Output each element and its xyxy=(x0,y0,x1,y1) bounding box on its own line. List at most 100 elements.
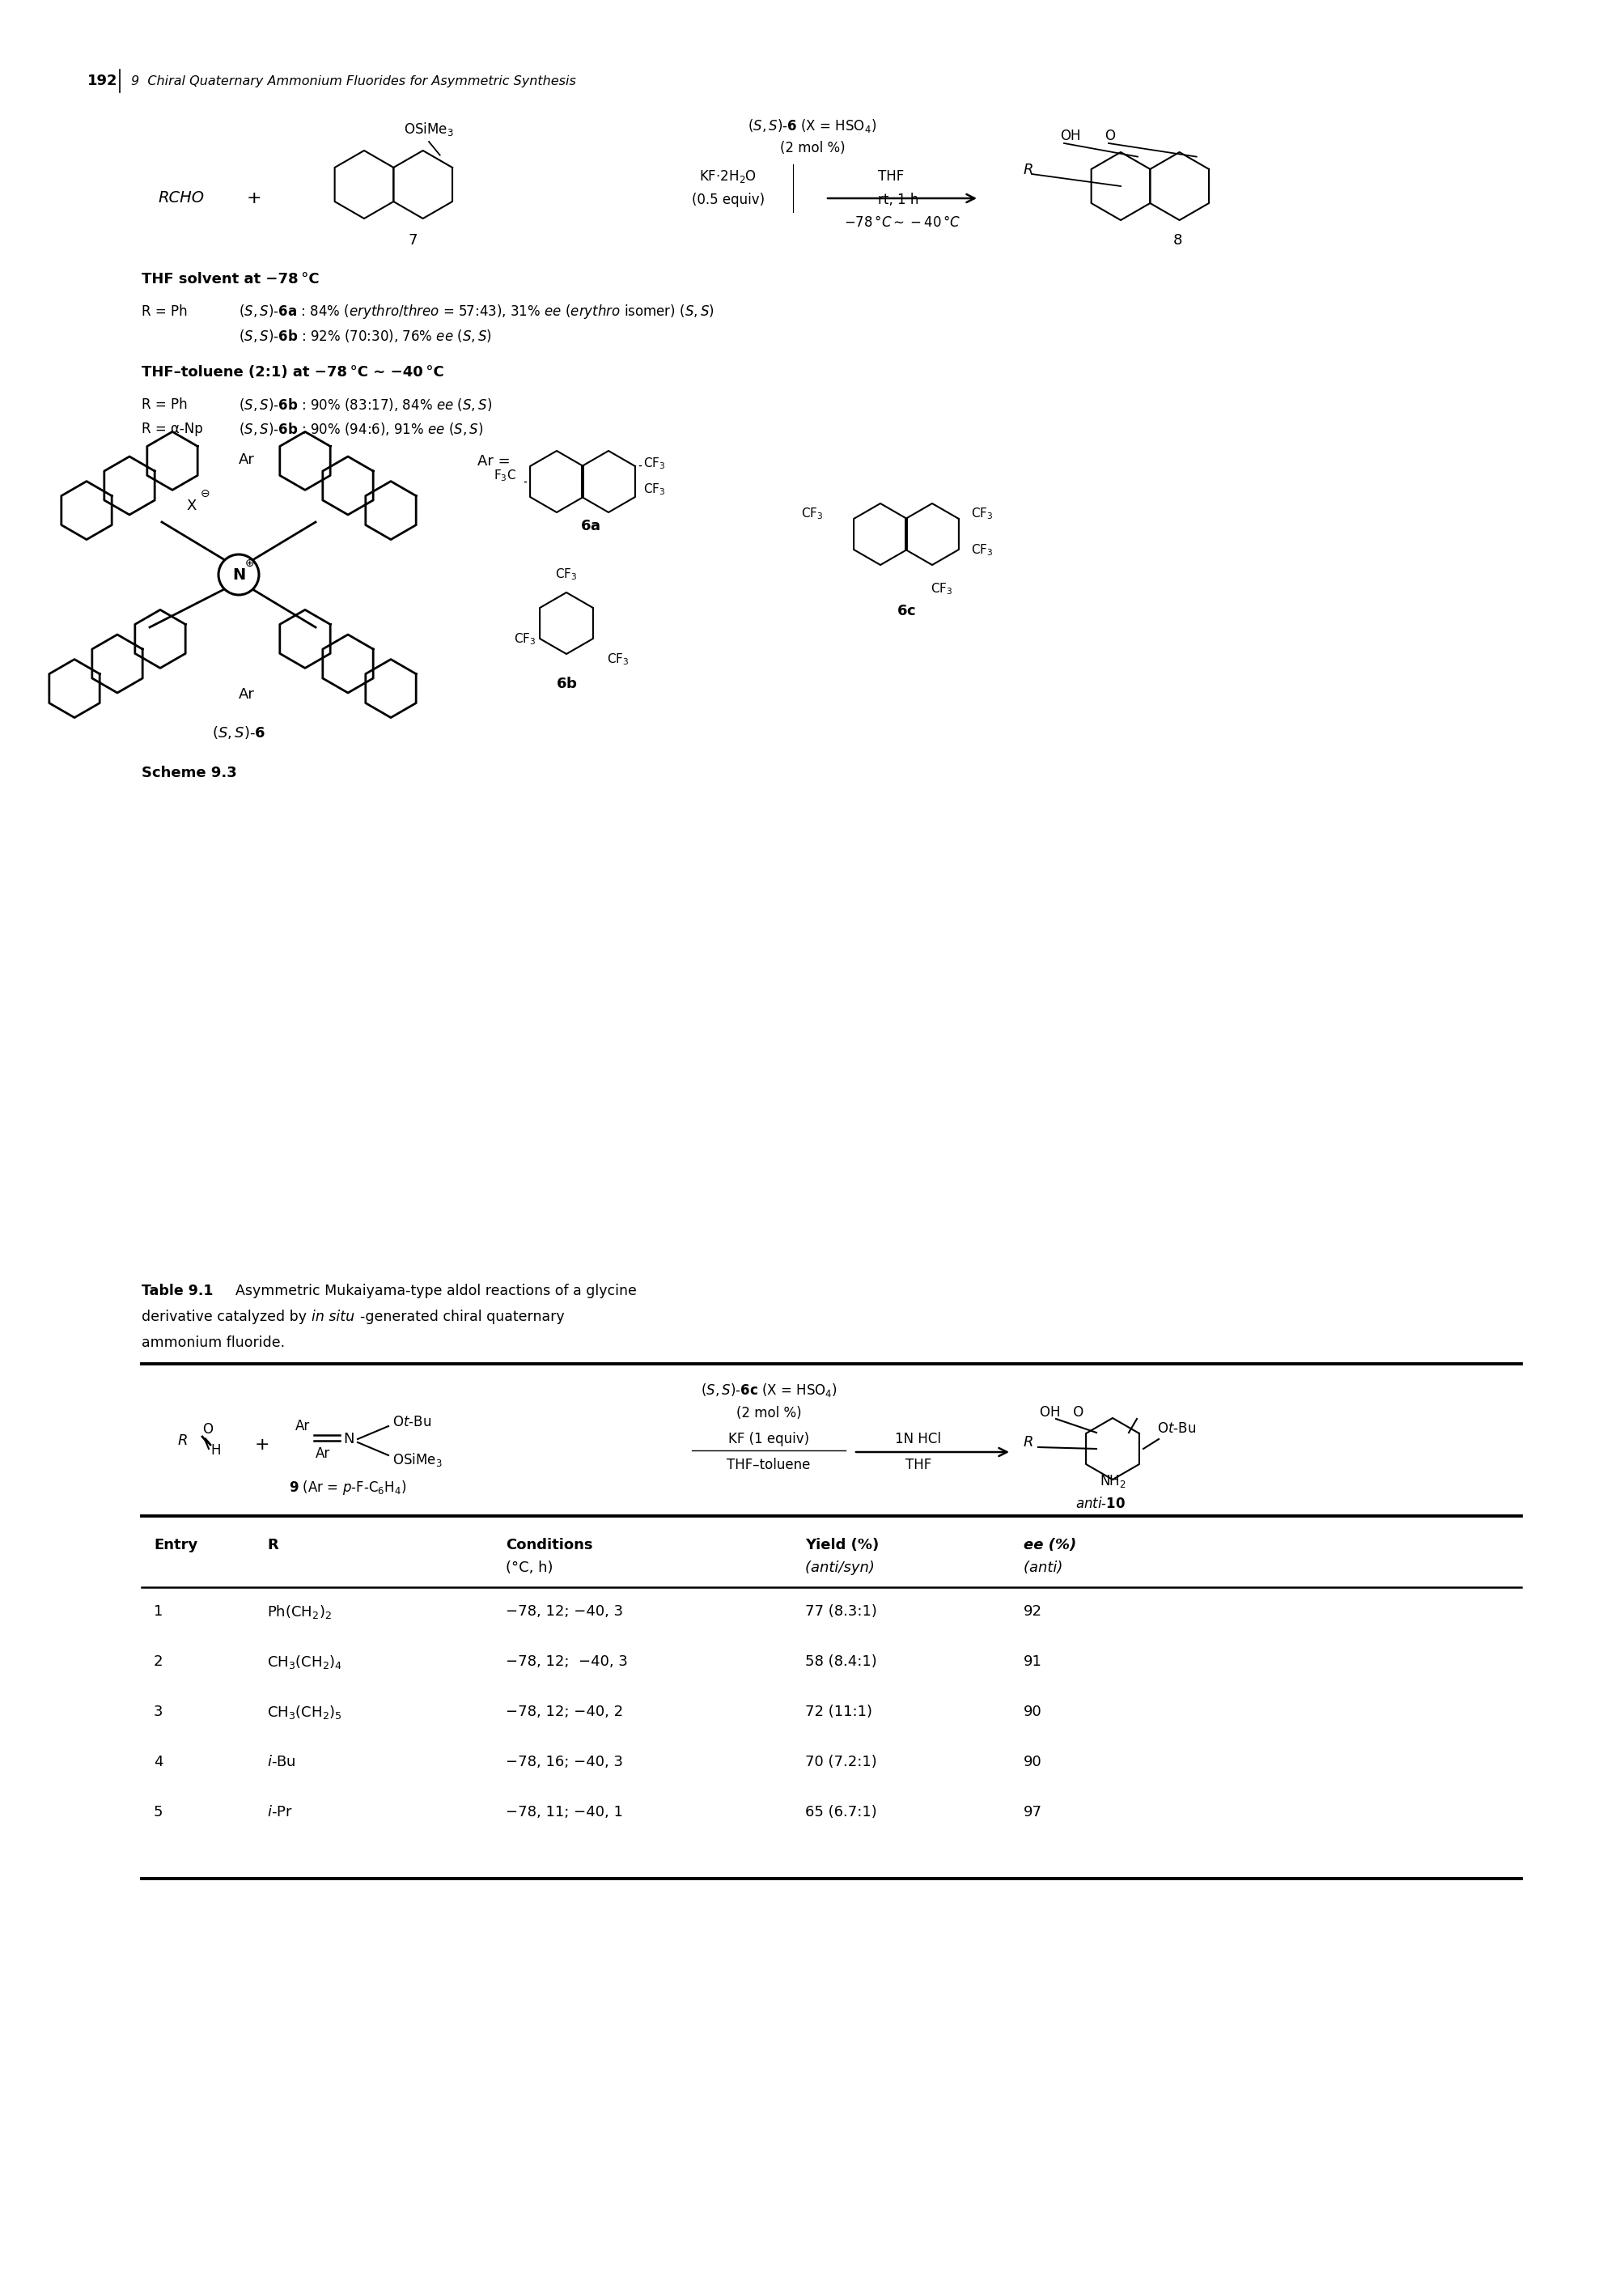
Text: N: N xyxy=(232,566,245,582)
Text: ammonium fluoride.: ammonium fluoride. xyxy=(141,1335,284,1351)
Text: $(S,S)$-$\mathbf{6b}$ : 90% (94:6), 91% $ee$ ($S,S$): $(S,S)$-$\mathbf{6b}$ : 90% (94:6), 91% … xyxy=(239,422,484,438)
Text: R: R xyxy=(266,1539,278,1552)
Text: 192: 192 xyxy=(88,73,117,87)
Text: 77 (8.3:1): 77 (8.3:1) xyxy=(806,1605,877,1619)
Text: NH$_2$: NH$_2$ xyxy=(1099,1472,1125,1488)
Text: 4: 4 xyxy=(154,1754,162,1770)
Text: R = Ph: R = Ph xyxy=(141,397,187,413)
Text: O$t$-Bu: O$t$-Bu xyxy=(1156,1422,1195,1435)
Text: Ph(CH$_2$)$_2$: Ph(CH$_2$)$_2$ xyxy=(266,1603,331,1619)
Text: +: + xyxy=(247,190,261,206)
Text: (0.5 equiv): (0.5 equiv) xyxy=(692,193,765,206)
Text: $\mathit{anti}$-$\mathbf{10}$: $\mathit{anti}$-$\mathbf{10}$ xyxy=(1075,1497,1125,1511)
Text: 8: 8 xyxy=(1173,234,1181,248)
Text: (​anti​): (​anti​) xyxy=(1023,1562,1062,1575)
Text: $(S,S)$-$\mathbf{6}$: $(S,S)$-$\mathbf{6}$ xyxy=(211,725,265,741)
Text: 58 (8.4:1): 58 (8.4:1) xyxy=(806,1653,877,1669)
Text: R = α-Np: R = α-Np xyxy=(141,422,203,436)
Text: ee (%): ee (%) xyxy=(1023,1539,1075,1552)
Circle shape xyxy=(218,555,258,594)
Text: THF: THF xyxy=(905,1458,931,1472)
Text: 9  Chiral Quaternary Ammonium Fluorides for Asymmetric Synthesis: 9 Chiral Quaternary Ammonium Fluorides f… xyxy=(132,76,577,87)
Text: −78, 11; −40, 1: −78, 11; −40, 1 xyxy=(505,1805,622,1821)
Text: Asymmetric Mukaiyama-type aldol reactions of a glycine: Asymmetric Mukaiyama-type aldol reaction… xyxy=(226,1284,637,1298)
Text: CF$_3$: CF$_3$ xyxy=(513,633,536,647)
Text: N: N xyxy=(343,1431,354,1447)
Text: R: R xyxy=(1023,1435,1033,1449)
Text: CH$_3$(CH$_2$)$_5$: CH$_3$(CH$_2$)$_5$ xyxy=(266,1704,343,1720)
Text: CF$_3$: CF$_3$ xyxy=(801,507,823,521)
Text: (°C, h): (°C, h) xyxy=(505,1562,552,1575)
Text: Ar =: Ar = xyxy=(477,454,510,468)
Text: Ar: Ar xyxy=(315,1447,330,1461)
Text: 5: 5 xyxy=(154,1805,162,1821)
Text: 91: 91 xyxy=(1023,1653,1041,1669)
Text: 92: 92 xyxy=(1023,1605,1041,1619)
Text: R = Ph: R = Ph xyxy=(141,305,187,319)
Text: 72 (11:1): 72 (11:1) xyxy=(806,1704,872,1720)
Text: KF (1 equiv): KF (1 equiv) xyxy=(728,1431,809,1447)
Text: 90: 90 xyxy=(1023,1754,1041,1770)
Text: −78, 12; −40, 3: −78, 12; −40, 3 xyxy=(505,1605,624,1619)
Text: Conditions: Conditions xyxy=(505,1539,593,1552)
Text: OH   O: OH O xyxy=(1039,1406,1083,1419)
Text: 1: 1 xyxy=(154,1605,162,1619)
Text: (2 mol %): (2 mol %) xyxy=(780,140,844,156)
Text: $\mathbf{9}$ (Ar = $p$-F-C$_6$H$_4$): $\mathbf{9}$ (Ar = $p$-F-C$_6$H$_4$) xyxy=(289,1479,406,1497)
Text: -generated chiral quaternary: -generated chiral quaternary xyxy=(361,1309,564,1323)
Text: in situ: in situ xyxy=(312,1309,354,1323)
Text: CF$_3$: CF$_3$ xyxy=(931,582,952,596)
Text: 1N HCl: 1N HCl xyxy=(895,1431,940,1447)
Text: KF$\cdot$2H$_2$O: KF$\cdot$2H$_2$O xyxy=(700,167,757,183)
Text: $i$-Pr: $i$-Pr xyxy=(266,1805,292,1821)
Text: CF$_3$: CF$_3$ xyxy=(643,482,666,498)
Text: 7: 7 xyxy=(408,234,417,248)
Text: ⊖: ⊖ xyxy=(201,488,209,500)
Text: CF$_3$: CF$_3$ xyxy=(607,651,628,667)
Text: $\mathbf{6b}$: $\mathbf{6b}$ xyxy=(555,676,577,690)
Text: 70 (7.2:1): 70 (7.2:1) xyxy=(806,1754,877,1770)
Text: 65 (6.7:1): 65 (6.7:1) xyxy=(806,1805,877,1821)
Text: RCHO: RCHO xyxy=(158,190,205,206)
Text: H: H xyxy=(209,1442,221,1458)
Text: CF$_3$: CF$_3$ xyxy=(971,543,992,557)
Text: THF–toluene: THF–toluene xyxy=(726,1458,810,1472)
Text: CF$_3$: CF$_3$ xyxy=(643,456,666,472)
Text: derivative catalyzed by: derivative catalyzed by xyxy=(141,1309,310,1323)
Text: R: R xyxy=(179,1433,188,1447)
Text: R: R xyxy=(1023,163,1033,177)
Text: $-78\,°C \sim -40\,°C$: $-78\,°C \sim -40\,°C$ xyxy=(843,216,960,229)
Text: Ar: Ar xyxy=(239,688,255,702)
Text: Ar: Ar xyxy=(239,452,255,468)
Text: CF$_3$: CF$_3$ xyxy=(971,507,992,521)
Text: $(S,S)$-$\mathbf{6b}$ : 92% (70:30), 76% $ee$ ($S,S$): $(S,S)$-$\mathbf{6b}$ : 92% (70:30), 76%… xyxy=(239,328,492,344)
Text: $(S,S)$-$\mathbf{6c}$ (X = HSO$_4$): $(S,S)$-$\mathbf{6c}$ (X = HSO$_4$) xyxy=(700,1383,836,1399)
Text: CH$_3$(CH$_2$)$_4$: CH$_3$(CH$_2$)$_4$ xyxy=(266,1653,343,1669)
Text: (​anti​/​syn​): (​anti​/​syn​) xyxy=(806,1562,874,1575)
Text: Scheme 9.3: Scheme 9.3 xyxy=(141,766,237,780)
Text: Entry: Entry xyxy=(154,1539,198,1552)
Text: 90: 90 xyxy=(1023,1704,1041,1720)
Text: $\mathbf{6c}$: $\mathbf{6c}$ xyxy=(896,603,916,619)
Text: Table 9.1: Table 9.1 xyxy=(141,1284,213,1298)
Text: CF$_3$: CF$_3$ xyxy=(555,566,577,582)
Text: THF: THF xyxy=(877,170,903,183)
Text: (2 mol %): (2 mol %) xyxy=(736,1406,801,1419)
Text: O$t$-Bu: O$t$-Bu xyxy=(393,1415,430,1429)
Text: $i$-Bu: $i$-Bu xyxy=(266,1754,296,1770)
Text: 3: 3 xyxy=(154,1704,162,1720)
Text: rt, 1 h: rt, 1 h xyxy=(877,193,918,206)
Text: O: O xyxy=(1104,128,1114,142)
Text: OH: OH xyxy=(1059,128,1080,142)
Text: F$_3$C: F$_3$C xyxy=(494,468,516,484)
Text: $(S,S)$-$\mathbf{6}$ (X = HSO$_4$): $(S,S)$-$\mathbf{6}$ (X = HSO$_4$) xyxy=(747,117,877,133)
Text: $\mathbf{6a}$: $\mathbf{6a}$ xyxy=(580,518,601,534)
Text: −78, 12;  −40, 3: −78, 12; −40, 3 xyxy=(505,1653,627,1669)
Text: OSiMe$_3$: OSiMe$_3$ xyxy=(404,122,453,138)
Text: 97: 97 xyxy=(1023,1805,1041,1821)
Text: ⊕: ⊕ xyxy=(245,557,255,569)
Text: $(S,S)$-$\mathbf{6b}$ : 90% (83:17), 84% $ee$ ($S,S$): $(S,S)$-$\mathbf{6b}$ : 90% (83:17), 84%… xyxy=(239,397,492,413)
Text: −78, 16; −40, 3: −78, 16; −40, 3 xyxy=(505,1754,622,1770)
Text: 2: 2 xyxy=(154,1653,162,1669)
Text: THF–toluene (2:1) at −78 °C ∼ −40 °C: THF–toluene (2:1) at −78 °C ∼ −40 °C xyxy=(141,365,443,381)
